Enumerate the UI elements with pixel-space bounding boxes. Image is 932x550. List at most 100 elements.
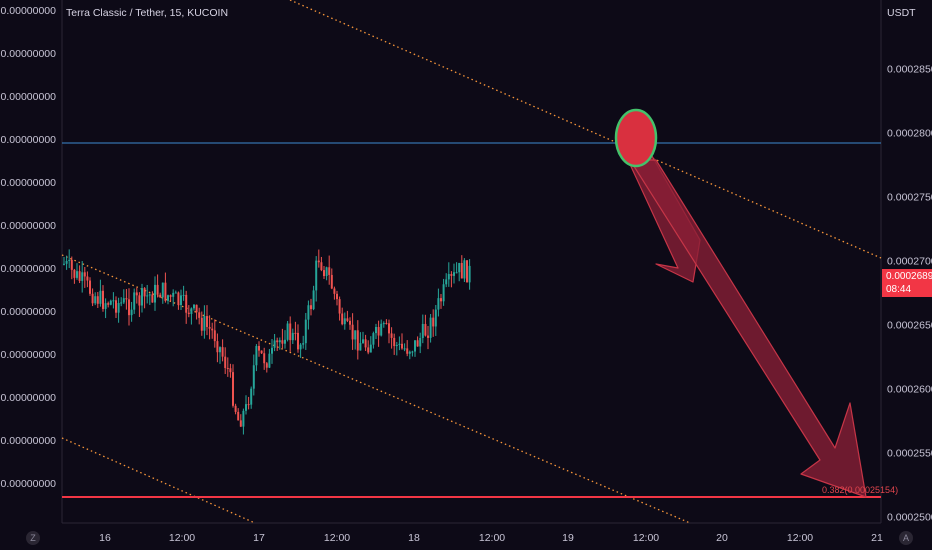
auto-scale-button[interactable]: A bbox=[899, 531, 913, 545]
candle-body bbox=[455, 272, 458, 274]
candle-body bbox=[271, 347, 273, 354]
reversal-marker[interactable] bbox=[614, 108, 658, 168]
left-axis-tick: -80.00000000 bbox=[0, 392, 56, 404]
left-axis-tick: 0.00000000 bbox=[1, 48, 57, 60]
left-axis-tick: -70.00000000 bbox=[0, 349, 56, 361]
time-axis-tick: 12:00 bbox=[169, 532, 195, 544]
candle-body bbox=[193, 304, 195, 309]
time-axis-tick: 12:00 bbox=[479, 532, 505, 544]
candle-body bbox=[416, 340, 419, 347]
candle-body bbox=[354, 330, 357, 340]
candle-body bbox=[460, 263, 463, 279]
left-axis-tick: -100.00000000 bbox=[0, 478, 56, 490]
candle-body bbox=[289, 323, 292, 341]
candle-body bbox=[323, 270, 325, 277]
candle-body bbox=[424, 323, 427, 336]
candle-body bbox=[466, 260, 468, 283]
candle-body bbox=[195, 304, 198, 313]
candle-body bbox=[434, 309, 437, 327]
long-arrow[interactable] bbox=[629, 159, 867, 498]
candle-body bbox=[94, 296, 97, 304]
candle-body bbox=[294, 332, 297, 334]
candle-body bbox=[237, 411, 240, 421]
candle-body bbox=[312, 290, 315, 310]
projection-arrows[interactable] bbox=[627, 155, 867, 498]
candle-body bbox=[229, 368, 232, 373]
price-axis-tick: 0.00026000 bbox=[887, 384, 932, 396]
candle-body bbox=[239, 420, 242, 427]
candle-body bbox=[91, 293, 94, 304]
left-axis-tick: -10.00000000 bbox=[0, 91, 56, 103]
candle-body bbox=[268, 353, 271, 368]
candle-body bbox=[349, 320, 351, 325]
candle-body bbox=[341, 313, 344, 325]
candle-body bbox=[440, 298, 442, 302]
left-axis-tick: -60.00000000 bbox=[0, 306, 56, 318]
candle-body bbox=[369, 344, 372, 353]
candle-body bbox=[177, 292, 180, 305]
candle-body bbox=[102, 290, 104, 309]
candle-body bbox=[245, 404, 247, 411]
candle-body bbox=[255, 346, 258, 366]
current-price: 0.00026893 bbox=[886, 271, 932, 282]
candle-body bbox=[276, 340, 279, 343]
candle-body bbox=[359, 343, 362, 351]
candle-body bbox=[453, 272, 455, 276]
candle-body bbox=[135, 292, 138, 296]
candle-body bbox=[367, 347, 370, 353]
fib-level-label: 0.382(0.00025154) bbox=[822, 485, 899, 495]
candle-body bbox=[213, 330, 216, 342]
candle-body bbox=[414, 340, 416, 352]
candle-body bbox=[200, 317, 203, 331]
candle-body bbox=[388, 323, 390, 334]
time-axis-tick: 21 bbox=[871, 532, 883, 544]
candle-body bbox=[297, 332, 299, 350]
candle-body bbox=[468, 265, 471, 283]
bar-countdown: 08:44 bbox=[886, 284, 912, 295]
time-axis-tick: 16 bbox=[99, 532, 111, 544]
candle-body bbox=[185, 294, 188, 313]
timezone-button[interactable]: Z bbox=[26, 531, 40, 545]
candle-body bbox=[375, 326, 377, 334]
candle-body bbox=[338, 299, 341, 314]
price-axis-tick: 0.00028000 bbox=[887, 128, 932, 140]
candle-body bbox=[120, 302, 123, 304]
candle-body bbox=[169, 295, 172, 297]
candle-body bbox=[232, 372, 234, 406]
candle-body bbox=[104, 303, 107, 309]
candle-body bbox=[450, 274, 453, 276]
candle-body bbox=[65, 260, 68, 264]
candle-body bbox=[372, 333, 375, 345]
lower-channel-line bbox=[61, 437, 256, 524]
candle-body bbox=[419, 337, 422, 347]
candle-body bbox=[380, 323, 383, 336]
candle-body bbox=[143, 288, 146, 297]
candle-body bbox=[86, 276, 89, 281]
candle-body bbox=[286, 323, 289, 340]
candle-body bbox=[408, 351, 411, 354]
candle-body bbox=[187, 312, 190, 314]
candle-body bbox=[198, 312, 201, 318]
candle-body bbox=[273, 340, 276, 348]
candle-body bbox=[252, 365, 255, 389]
candle-body bbox=[325, 267, 328, 277]
candle-body bbox=[203, 316, 206, 331]
left-axis-tick: 10.00000000 bbox=[0, 5, 56, 17]
right-axis[interactable]: 0.00028500 0.00028000 0.00027500 0.00027000… bbox=[887, 64, 932, 524]
candle-body bbox=[320, 262, 323, 271]
candle-body bbox=[291, 332, 294, 341]
candle-body bbox=[265, 363, 268, 368]
candle-body bbox=[393, 337, 396, 347]
time-axis-tick: 12:00 bbox=[787, 532, 813, 544]
symbol-title[interactable]: Terra Classic / Tether, 15, KUCOIN bbox=[66, 7, 229, 19]
candle-body bbox=[96, 296, 99, 304]
time-axis[interactable]: 16 12:00 17 12:00 18 12:00 19 12:00 20 12:00 21 bbox=[99, 532, 883, 544]
candle-body bbox=[216, 341, 219, 353]
price-axis-tick: 0.00025000 bbox=[887, 512, 932, 524]
candle-body bbox=[445, 279, 448, 285]
candle-body bbox=[73, 269, 76, 278]
time-axis-tick: 12:00 bbox=[324, 532, 350, 544]
candle-body bbox=[250, 388, 253, 405]
candle-body bbox=[398, 343, 401, 345]
